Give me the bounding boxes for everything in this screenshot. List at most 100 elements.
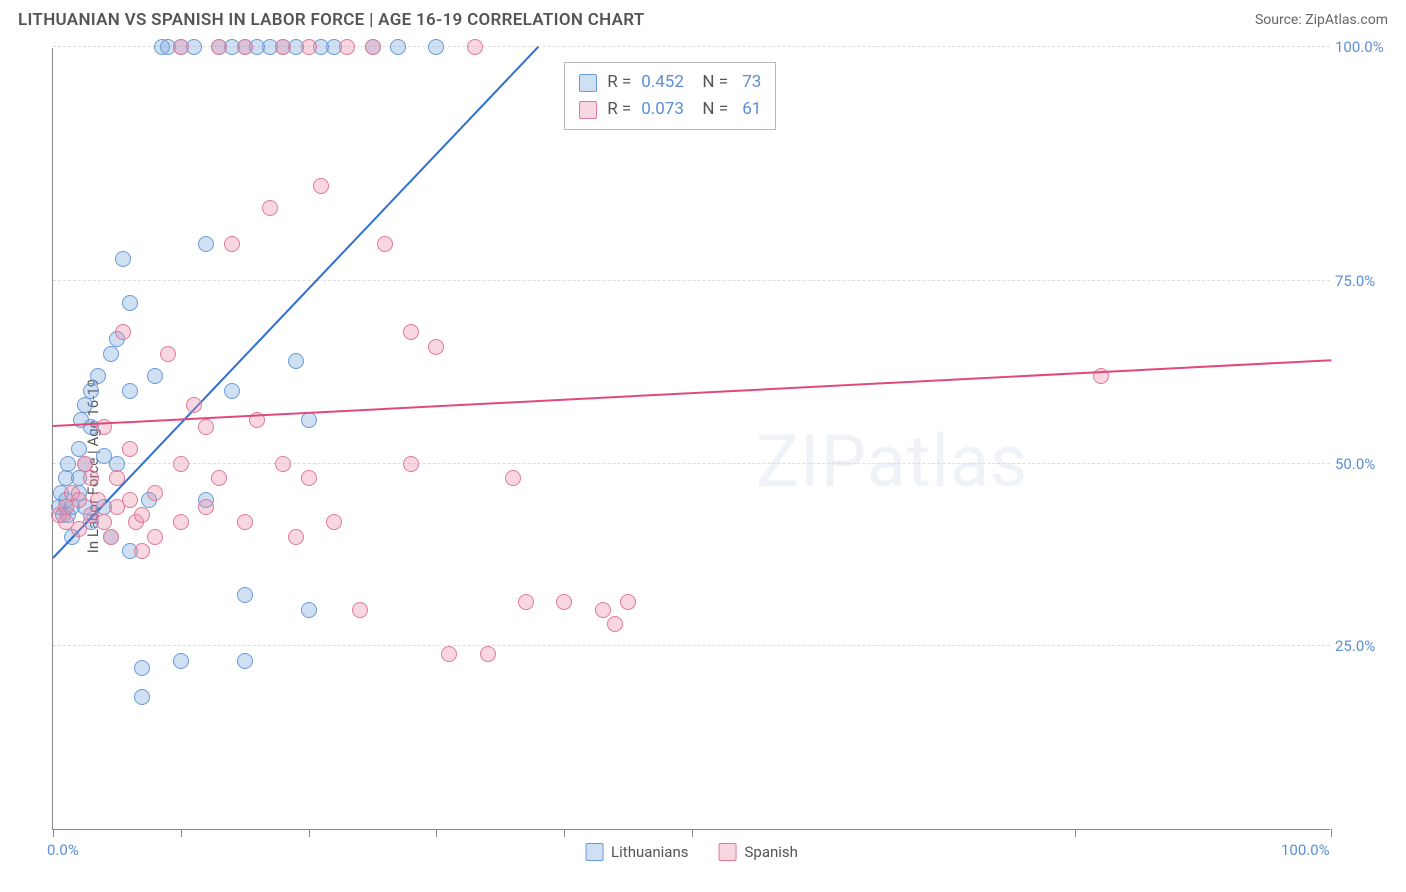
- data-point: [198, 499, 214, 515]
- data-point: [237, 39, 253, 55]
- x-tick: [692, 829, 693, 837]
- data-point: [441, 646, 457, 662]
- r-label: R =: [607, 69, 631, 96]
- gridline: [53, 280, 1330, 281]
- data-point: [428, 39, 444, 55]
- y-tick-label: 100.0%: [1335, 38, 1390, 56]
- data-point: [428, 339, 444, 355]
- data-point: [390, 39, 406, 55]
- data-point: [90, 492, 106, 508]
- data-point: [160, 346, 176, 362]
- data-point: [71, 521, 87, 537]
- data-point: [480, 646, 496, 662]
- data-point: [339, 39, 355, 55]
- x-tick-label: 100.0%: [1281, 841, 1330, 859]
- data-point: [103, 529, 119, 545]
- data-point: [173, 39, 189, 55]
- x-tick-label: 0.0%: [47, 841, 79, 859]
- gridline: [53, 463, 1330, 464]
- data-point: [556, 594, 572, 610]
- chart-title: LITHUANIAN VS SPANISH IN LABOR FORCE | A…: [18, 10, 645, 30]
- n-label: N =: [694, 96, 728, 123]
- source-name: ZipAtlas.com: [1305, 12, 1388, 28]
- legend-item: Spanish: [719, 843, 798, 861]
- legend-swatch: [579, 101, 597, 119]
- n-label: N =: [694, 69, 728, 96]
- legend-swatch: [585, 843, 603, 861]
- x-tick: [53, 829, 54, 837]
- data-point: [147, 529, 163, 545]
- data-point: [237, 587, 253, 603]
- data-point: [122, 383, 138, 399]
- correlation-legend: R = 0.452 N = 73R = 0.073 N = 61: [564, 62, 776, 130]
- data-point: [186, 397, 202, 413]
- series-legend: Lithuanians Spanish: [585, 843, 798, 861]
- data-point: [173, 514, 189, 530]
- x-tick: [1075, 829, 1076, 837]
- data-point: [262, 200, 278, 216]
- data-point: [595, 602, 611, 618]
- data-point: [122, 441, 138, 457]
- data-point: [607, 616, 623, 632]
- data-point: [147, 485, 163, 501]
- data-point: [326, 514, 342, 530]
- data-point: [77, 456, 93, 472]
- r-label: R =: [607, 96, 631, 123]
- data-point: [83, 383, 99, 399]
- chart-container: In Labor Force | Age 16-19 ZIPatlas R = …: [0, 40, 1406, 892]
- data-point: [237, 514, 253, 530]
- legend-stat-row: R = 0.073 N = 61: [579, 96, 761, 123]
- data-point: [352, 602, 368, 618]
- legend-label: Spanish: [745, 843, 798, 861]
- data-point: [90, 368, 106, 384]
- data-point: [103, 346, 119, 362]
- data-point: [147, 368, 163, 384]
- data-point: [122, 492, 138, 508]
- data-point: [237, 653, 253, 669]
- data-point: [134, 660, 150, 676]
- data-point: [115, 251, 131, 267]
- x-tick: [436, 829, 437, 837]
- n-value: 73: [738, 69, 761, 96]
- trend-line: [53, 359, 1331, 427]
- plot-area: ZIPatlas R = 0.452 N = 73R = 0.073 N = 6…: [52, 48, 1330, 830]
- data-point: [122, 295, 138, 311]
- r-value: 0.452: [641, 69, 684, 96]
- data-point: [377, 236, 393, 252]
- data-point: [467, 39, 483, 55]
- legend-swatch: [719, 843, 737, 861]
- n-value: 61: [738, 96, 761, 123]
- y-tick-label: 25.0%: [1335, 637, 1390, 655]
- data-point: [134, 689, 150, 705]
- legend-item: Lithuanians: [585, 843, 688, 861]
- y-tick-label: 75.0%: [1335, 272, 1390, 290]
- data-point: [224, 383, 240, 399]
- data-point: [198, 419, 214, 435]
- x-tick: [564, 829, 565, 837]
- data-point: [211, 39, 227, 55]
- data-point: [83, 470, 99, 486]
- r-value: 0.073: [641, 96, 684, 123]
- data-point: [224, 236, 240, 252]
- legend-label: Lithuanians: [611, 843, 688, 861]
- data-point: [288, 529, 304, 545]
- data-point: [505, 470, 521, 486]
- data-point: [109, 456, 125, 472]
- gridline: [53, 645, 1330, 646]
- data-point: [71, 441, 87, 457]
- data-point: [301, 470, 317, 486]
- y-tick-label: 50.0%: [1335, 455, 1390, 473]
- x-tick: [181, 829, 182, 837]
- data-point: [115, 324, 131, 340]
- data-point: [211, 470, 227, 486]
- legend-swatch: [579, 74, 597, 92]
- data-point: [77, 397, 93, 413]
- data-point: [96, 514, 112, 530]
- data-point: [518, 594, 534, 610]
- data-point: [173, 653, 189, 669]
- source-label: Source:: [1255, 12, 1305, 28]
- data-point: [275, 456, 291, 472]
- watermark: ZIPatlas: [756, 419, 1028, 504]
- data-point: [301, 602, 317, 618]
- data-point: [134, 543, 150, 559]
